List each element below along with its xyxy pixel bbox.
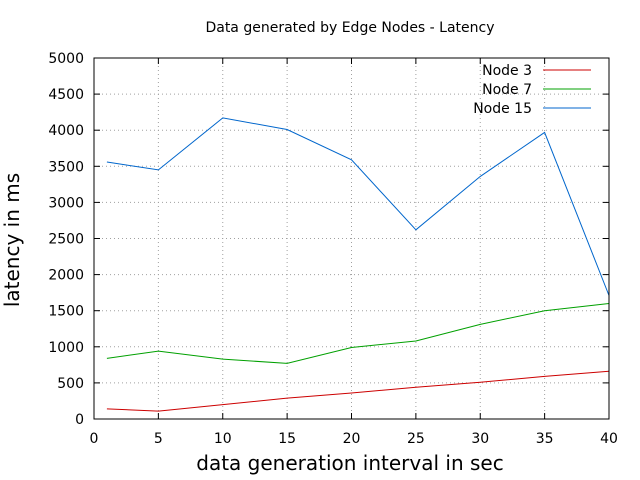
axis-ticks: 0 5 10 15 20 25 30 35 40 0 500 1000 1500 2000 2500 3000… <box>48 51 618 447</box>
series-line-node-3 <box>106 370 610 412</box>
x-tick-label: 10 <box>214 431 232 447</box>
y-tick-label: 4000 <box>48 123 84 139</box>
x-tick-label: 20 <box>343 431 361 447</box>
x-tick-label: 15 <box>278 431 296 447</box>
series-line-node-15 <box>106 117 610 296</box>
y-tick-label: 2500 <box>48 232 84 248</box>
legend: Node 3 Node 7 Node 15 <box>473 63 591 117</box>
y-tick-label: 1500 <box>48 304 84 320</box>
y-tick-label: 4500 <box>48 87 84 103</box>
x-tick-label: 30 <box>471 431 489 447</box>
legend-label-node-7: Node 7 <box>482 82 532 98</box>
y-tick-label: 3500 <box>48 159 84 175</box>
series-line-node-7 <box>106 303 610 364</box>
x-tick-label: 0 <box>90 431 99 447</box>
y-tick-label: 1000 <box>48 340 84 356</box>
x-tick-label: 40 <box>600 431 618 447</box>
y-tick-label: 3000 <box>48 195 84 211</box>
x-tick-label: 25 <box>407 431 425 447</box>
y-tick-label: 2000 <box>48 268 84 284</box>
legend-label-node-15: Node 15 <box>473 101 532 117</box>
y-axis-label: latency in ms <box>0 173 24 307</box>
y-tick-label: 0 <box>75 412 84 428</box>
x-tick-label: 35 <box>536 431 554 447</box>
x-axis-label: data generation interval in sec <box>196 451 503 475</box>
legend-label-node-3: Node 3 <box>482 63 532 79</box>
plot-frame <box>93 57 610 420</box>
chart-title: Data generated by Edge Nodes - Latency <box>205 20 494 36</box>
y-tick-label: 500 <box>57 376 84 392</box>
x-tick-label: 5 <box>154 431 163 447</box>
series-lines <box>106 117 610 412</box>
y-tick-label: 5000 <box>48 51 84 67</box>
